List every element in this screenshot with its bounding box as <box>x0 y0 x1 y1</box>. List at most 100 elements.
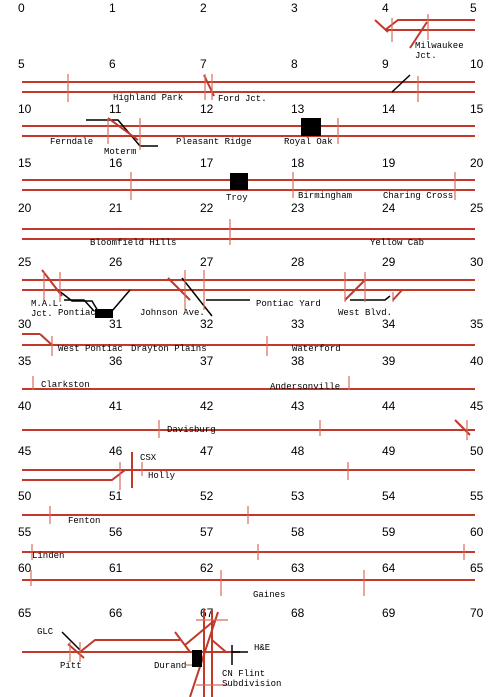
milepost-label: 14 <box>382 102 396 116</box>
milepost-label: 29 <box>382 255 396 269</box>
milepost-label: 58 <box>291 525 305 539</box>
milepost-label: 37 <box>200 354 214 368</box>
station-label-andersonville: Andersonville <box>270 382 340 392</box>
milepost-label: 19 <box>382 156 396 170</box>
milepost-label: 25 <box>470 201 484 215</box>
milepost-label: 20 <box>18 201 32 215</box>
milepost-label: 3 <box>291 1 298 15</box>
milepost-label: 62 <box>200 561 214 575</box>
junction-track <box>67 643 85 659</box>
milepost-label: 35 <box>470 317 484 331</box>
milepost-label: 0 <box>18 1 25 15</box>
glc-connection <box>61 631 81 651</box>
milepost-label: 36 <box>109 354 123 368</box>
milepost-label: 18 <box>291 156 305 170</box>
milepost-label: 5 <box>470 1 477 15</box>
milepost-label: 16 <box>109 156 123 170</box>
milepost-label: 43 <box>291 399 305 413</box>
milepost-label: 60 <box>470 525 484 539</box>
milepost-label: 51 <box>109 489 123 503</box>
connecting-track <box>391 74 411 93</box>
milepost-label: 56 <box>109 525 123 539</box>
milepost-label: 2 <box>200 1 207 15</box>
station-label-moterm: Moterm <box>104 147 136 157</box>
junction-track <box>392 289 403 301</box>
milepost-label: 15 <box>470 102 484 116</box>
junction-track <box>454 419 471 436</box>
junction-track <box>211 639 227 653</box>
milepost-label: 28 <box>291 255 305 269</box>
station-label-mal-jct: M.A.L. Jct. <box>31 299 63 319</box>
junction-track <box>409 21 428 49</box>
connecting-track <box>104 119 158 147</box>
milepost-label: 40 <box>18 399 32 413</box>
junction-track <box>39 333 53 346</box>
station-label-ford-jct: Ford Jct. <box>218 94 267 104</box>
milepost-label: 32 <box>200 317 214 331</box>
milepost-label: 65 <box>470 561 484 575</box>
milepost-label: 64 <box>382 561 396 575</box>
station-label-highland-park: Highland Park <box>113 93 183 103</box>
station-labels: Milwaukee Jct. Highland Park Ford Jct. Fernd… <box>31 41 464 689</box>
milepost-label: 24 <box>382 201 396 215</box>
milepost-label: 45 <box>18 444 32 458</box>
milepost-label: 63 <box>291 561 305 575</box>
milepost-label: 47 <box>200 444 214 458</box>
milepost-label: 49 <box>382 444 396 458</box>
station-label-bloomfield-hills: Bloomfield Hills <box>90 238 176 248</box>
station-label-clarkston: Clarkston <box>41 380 90 390</box>
station-label-west-pontiac: West Pontiac <box>58 344 123 354</box>
milepost-label: 9 <box>382 57 389 71</box>
pontiac-yard-track <box>57 289 131 312</box>
milepost-label: 4 <box>382 1 389 15</box>
milepost-label: 26 <box>109 255 123 269</box>
durand-station-block <box>192 650 202 667</box>
milepost-label: 10 <box>470 57 484 71</box>
junction-track <box>167 277 191 301</box>
milepost-label: 15 <box>18 156 32 170</box>
junction-track <box>344 279 366 301</box>
milepost-label: 1 <box>109 1 116 15</box>
milepost-label: 25 <box>18 255 32 269</box>
milepost-label: 65 <box>18 606 32 620</box>
station-label-drayton-plains: Drayton Plains <box>131 344 207 354</box>
milepost-label: 50 <box>18 489 32 503</box>
milepost-label: 69 <box>382 606 396 620</box>
troy-station-block <box>230 173 248 190</box>
milepost-label: 38 <box>291 354 305 368</box>
connecting-track <box>181 277 213 317</box>
milepost-label: 45 <box>470 399 484 413</box>
main-track <box>79 639 180 653</box>
milepost-label: 8 <box>291 57 298 71</box>
milepost-label: 40 <box>470 354 484 368</box>
milepost-label: 22 <box>200 201 214 215</box>
station-label-yellow-cab: Yellow Cab <box>370 238 424 248</box>
milepost-label: 52 <box>200 489 214 503</box>
connecting-track <box>350 295 391 301</box>
track-lines <box>22 14 475 697</box>
station-label-pitt: Pitt <box>60 661 82 671</box>
pontiac-yard-track <box>64 299 95 312</box>
milepost-label: 60 <box>18 561 32 575</box>
station-label-milwaukee: Milwaukee Jct. <box>415 41 464 61</box>
milepost-label: 59 <box>382 525 396 539</box>
junction-track <box>41 269 63 297</box>
station-label-csx: CSX <box>140 453 157 463</box>
milepost-label: 23 <box>291 201 305 215</box>
milepost-label: 30 <box>470 255 484 269</box>
station-label-durand: Durand <box>154 661 186 671</box>
milepost-label: 13 <box>291 102 305 116</box>
milepost-label: 66 <box>109 606 123 620</box>
station-label-holly: Holly <box>148 471 176 481</box>
station-label-troy: Troy <box>226 193 248 203</box>
passing-track <box>22 469 126 481</box>
milepost-label: 20 <box>470 156 484 170</box>
milepost-label: 55 <box>470 489 484 503</box>
junction-track <box>107 117 139 141</box>
milepost-label: 35 <box>18 354 32 368</box>
station-label-birmingham: Birmingham <box>298 191 352 201</box>
station-label-fenton: Fenton <box>68 516 100 526</box>
station-label-pontiac: Pontiac <box>58 308 96 318</box>
main-track <box>384 19 475 31</box>
